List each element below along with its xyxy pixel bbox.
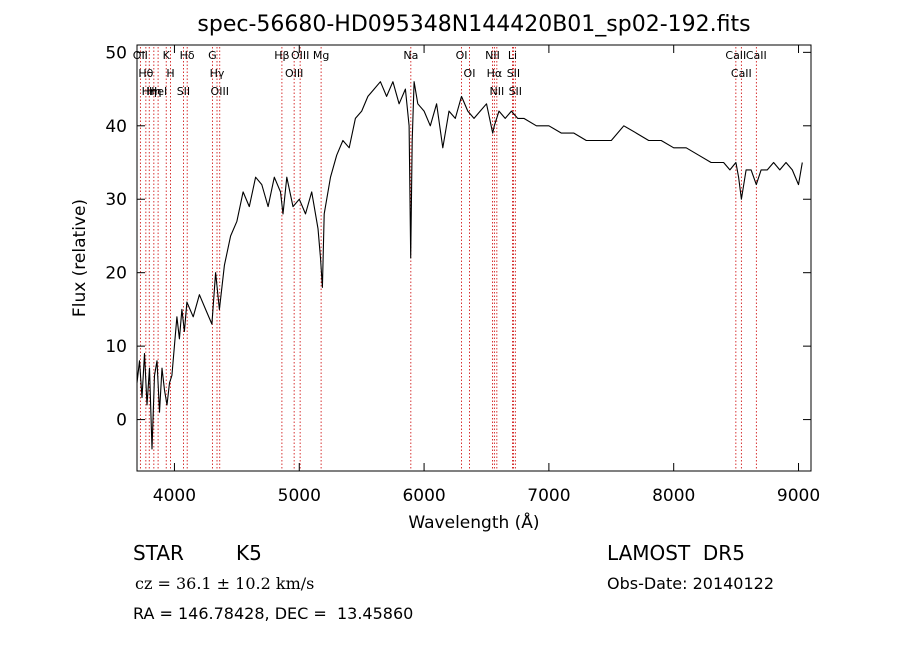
x-tick-label: 9000: [777, 486, 820, 506]
x-tick-label: 8000: [652, 486, 695, 506]
y-tick-label: 30: [105, 190, 127, 210]
object-class: STAR: [133, 541, 184, 565]
spectral-line-label: Hδ: [180, 49, 195, 62]
y-axis-ticks: 0 10 20 30 40 50: [105, 43, 811, 431]
spectral-line-label: SII: [507, 67, 520, 80]
redshift-velocity: cz = 36.1 ± 10.2 km/s: [135, 574, 315, 593]
x-axis-ticks: 4000 5000 6000 7000 8000 9000: [153, 45, 820, 506]
spectral-line-label: SII: [177, 85, 190, 98]
y-axis-label: Flux (relative): [70, 199, 90, 317]
y-tick-label: 40: [105, 117, 127, 137]
spectral-line-label: CaII: [746, 49, 767, 62]
spectral-line-label: Hη: [146, 85, 161, 98]
x-tick-label: 5000: [278, 486, 321, 506]
x-axis-label: Wavelength (Å): [408, 511, 539, 533]
spectral-line-label: OIII: [291, 49, 309, 62]
spectral-line-label: SII: [509, 85, 522, 98]
x-tick-label: 4000: [153, 486, 196, 506]
spectral-line-label: NII: [489, 85, 504, 98]
spectral-line-label: Li: [508, 49, 517, 62]
y-tick-label: 10: [105, 337, 127, 357]
x-tick-label: 6000: [402, 486, 445, 506]
spectral-line-label: Hγ: [210, 67, 225, 80]
spectral-line-label: Hη: [142, 85, 157, 98]
plot-frame: [136, 44, 812, 472]
spectral-line-label: OI: [456, 49, 468, 62]
y-tick-label: 0: [116, 411, 127, 431]
subclass: K5: [236, 541, 262, 565]
spectral-line-label: OIII: [211, 85, 229, 98]
coordinates: RA = 146.78428, DEC = 13.45860: [133, 604, 414, 623]
y-tick-label: 50: [105, 43, 127, 63]
observation-date: Obs-Date: 20140122: [607, 574, 775, 593]
spectral-line-label: OI: [464, 67, 476, 80]
chart-title: spec-56680-HD095348N144420B01_sp02-192.f…: [197, 12, 750, 37]
spectral-line-label: NII: [485, 49, 500, 62]
spectral-line-label: H: [166, 67, 174, 80]
spectral-line-label: Hθ: [138, 67, 153, 80]
spectral-line-label: OIII: [285, 67, 303, 80]
spectral-line-markers: [139, 47, 757, 471]
spectral-line-label: K: [163, 49, 171, 62]
spectral-line-label: HeI: [149, 85, 167, 98]
spectral-line-label: Na: [403, 49, 418, 62]
y-tick-label: 20: [105, 264, 127, 284]
spectral-line-label: OII: [133, 49, 148, 62]
spectral-line-label: Hα: [487, 67, 503, 80]
spectral-line-label: Hβ: [274, 49, 289, 62]
survey-name: LAMOST DR5: [607, 541, 745, 565]
spectrum-line: [136, 81, 803, 450]
spectral-line-label: Mg: [313, 49, 329, 62]
spectral-line-label: CaII: [725, 49, 746, 62]
spectral-line-label: G: [208, 49, 217, 62]
x-tick-label: 7000: [527, 486, 570, 506]
spectral-line-label: CaII: [731, 67, 752, 80]
